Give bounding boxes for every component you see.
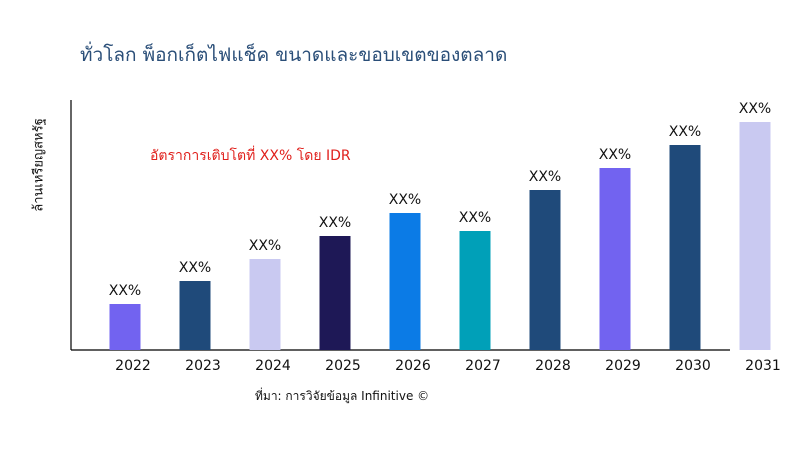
- bar-2022: [109, 304, 141, 350]
- x-tick-label: 2027: [465, 358, 501, 374]
- data-label: XX%: [389, 192, 421, 208]
- bar-2028: [529, 190, 561, 350]
- data-label: XX%: [249, 238, 281, 254]
- x-tick-label: 2025: [325, 358, 361, 374]
- data-label: XX%: [529, 169, 561, 185]
- x-tick-label: 2029: [605, 358, 641, 374]
- source-note: ที่มา: การวิจัยข้อมูล Infinitive ©: [255, 389, 430, 403]
- data-label: XX%: [109, 283, 141, 299]
- data-label: XX%: [599, 147, 631, 163]
- x-tick-label: 2022: [115, 358, 151, 374]
- bar-2029: [599, 168, 631, 350]
- growth-annotation: อัตราการเติบโตที่ XX% โดย IDR: [150, 148, 351, 164]
- bar-2025: [319, 236, 351, 350]
- data-label: XX%: [669, 124, 701, 140]
- bar-2023: [179, 281, 211, 350]
- x-tick-label: 2023: [185, 358, 221, 374]
- x-tick-label: 2028: [535, 358, 571, 374]
- data-label: XX%: [739, 101, 771, 117]
- x-tick-label: 2026: [395, 358, 431, 374]
- x-tick-label: 2024: [255, 358, 291, 374]
- data-label: XX%: [179, 260, 211, 276]
- x-tick-label: 2031: [745, 358, 781, 374]
- data-label: XX%: [319, 215, 351, 231]
- bar-2030: [669, 145, 701, 350]
- bar-2031: [739, 122, 771, 350]
- x-tick-label: 2030: [675, 358, 711, 374]
- data-label: XX%: [459, 210, 491, 226]
- bar-2027: [459, 231, 491, 350]
- bar-2026: [389, 213, 421, 350]
- bar-2024: [249, 259, 281, 350]
- chart-title: ทั่วโลก พ็อกเก็ตไฟแช็ค ขนาดและขอบเขตของต…: [80, 44, 508, 66]
